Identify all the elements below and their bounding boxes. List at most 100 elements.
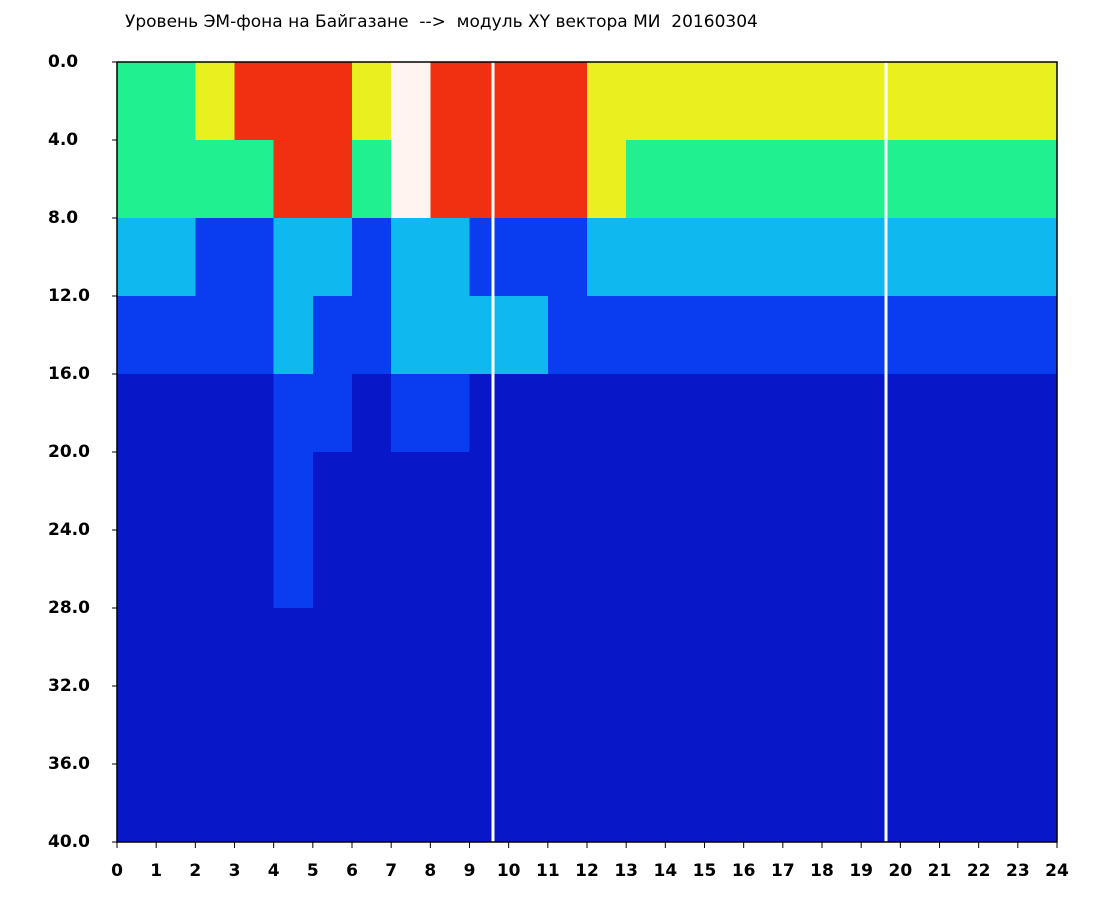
heat-cell bbox=[430, 296, 470, 375]
heat-cell bbox=[782, 686, 823, 765]
heat-cell bbox=[352, 530, 392, 609]
heat-cell bbox=[156, 62, 196, 141]
heat-cell bbox=[626, 686, 666, 765]
x-tick-label: 2 bbox=[189, 861, 201, 881]
heat-cell bbox=[352, 62, 392, 141]
heat-cell bbox=[978, 608, 1019, 687]
heat-cell bbox=[822, 452, 862, 531]
heat-cell bbox=[822, 608, 862, 687]
heat-cell bbox=[939, 374, 980, 453]
heat-cell bbox=[978, 530, 1019, 609]
heat-cell bbox=[117, 296, 157, 375]
heat-cell bbox=[156, 764, 196, 843]
heat-cell bbox=[352, 218, 392, 297]
heat-cell bbox=[195, 140, 235, 219]
heat-cell bbox=[430, 452, 470, 531]
heat-cell bbox=[900, 764, 940, 843]
heat-cell bbox=[273, 218, 314, 297]
heatmap bbox=[117, 62, 1058, 843]
heat-cell bbox=[430, 140, 470, 219]
heat-cell bbox=[743, 62, 784, 141]
heat-cell bbox=[782, 374, 823, 453]
x-tick-label: 16 bbox=[732, 861, 756, 881]
heat-cell bbox=[469, 452, 510, 531]
heat-cell bbox=[665, 452, 705, 531]
x-tick-label: 5 bbox=[307, 861, 319, 881]
heat-cell bbox=[782, 452, 823, 531]
heat-cell bbox=[391, 530, 431, 609]
heat-cell bbox=[156, 686, 196, 765]
x-tick-label: 22 bbox=[967, 861, 991, 881]
heat-cell bbox=[312, 764, 353, 843]
heat-cell bbox=[430, 218, 470, 297]
heat-cell bbox=[743, 764, 784, 843]
heat-cell bbox=[312, 452, 353, 531]
heat-cell bbox=[312, 686, 353, 765]
heat-cell bbox=[822, 374, 862, 453]
heat-cell bbox=[312, 140, 353, 219]
heat-cell bbox=[978, 764, 1019, 843]
y-tick-label: 8.0 bbox=[48, 208, 78, 228]
heat-cell bbox=[547, 530, 588, 609]
heat-cell bbox=[508, 62, 549, 141]
y-tick-label: 16.0 bbox=[48, 364, 90, 384]
x-tick-label: 24 bbox=[1045, 861, 1069, 881]
heat-cell bbox=[156, 296, 196, 375]
heat-cell bbox=[508, 530, 549, 609]
heat-cell bbox=[861, 374, 901, 453]
heat-cell bbox=[978, 62, 1019, 141]
heat-cell bbox=[665, 374, 705, 453]
heat-cell bbox=[900, 452, 940, 531]
heat-cell bbox=[156, 530, 196, 609]
heat-cell bbox=[117, 218, 157, 297]
heat-cell bbox=[587, 374, 627, 453]
heat-cell bbox=[508, 296, 549, 375]
heat-cell bbox=[861, 608, 901, 687]
heat-cell bbox=[1017, 686, 1058, 765]
heat-cell bbox=[391, 140, 431, 219]
heat-cell bbox=[939, 218, 980, 297]
heat-cell bbox=[900, 608, 940, 687]
heat-cell bbox=[117, 140, 157, 219]
heat-cell bbox=[469, 530, 510, 609]
heat-cell bbox=[469, 764, 510, 843]
heat-cell bbox=[547, 62, 588, 141]
heat-cell bbox=[430, 686, 470, 765]
heat-cell bbox=[273, 452, 314, 531]
chart-title: Уровень ЭМ-фона на Байгазане --> модуль … bbox=[125, 12, 758, 32]
heat-cell bbox=[587, 218, 627, 297]
heat-cell bbox=[704, 218, 745, 297]
x-tick-label: 13 bbox=[614, 861, 638, 881]
heat-cell bbox=[978, 296, 1019, 375]
x-tick-label: 19 bbox=[849, 861, 873, 881]
heat-cell bbox=[626, 530, 666, 609]
heat-cell bbox=[861, 452, 901, 531]
heat-cell bbox=[704, 764, 745, 843]
heat-cell bbox=[587, 530, 627, 609]
heat-cell bbox=[939, 452, 980, 531]
x-tick-label: 6 bbox=[346, 861, 358, 881]
heat-cell bbox=[900, 530, 940, 609]
heat-cell bbox=[587, 140, 627, 219]
heat-cell bbox=[665, 686, 705, 765]
heat-cell bbox=[743, 686, 784, 765]
heat-cell bbox=[704, 140, 745, 219]
y-tick-label: 0.0 bbox=[48, 52, 78, 72]
heat-cell bbox=[352, 374, 392, 453]
heat-cell bbox=[1017, 140, 1058, 219]
heat-cell bbox=[508, 686, 549, 765]
heat-cell bbox=[117, 608, 157, 687]
x-tick-label: 23 bbox=[1006, 861, 1030, 881]
heat-cell bbox=[547, 608, 588, 687]
heat-cell bbox=[273, 608, 314, 687]
heat-cell bbox=[156, 608, 196, 687]
heat-cell bbox=[234, 296, 275, 375]
heat-cell bbox=[195, 452, 235, 531]
heat-cell bbox=[352, 452, 392, 531]
heat-cell bbox=[469, 140, 510, 219]
heat-cell bbox=[587, 62, 627, 141]
heat-cell bbox=[939, 140, 980, 219]
heat-cell bbox=[430, 530, 470, 609]
heat-cell bbox=[273, 530, 314, 609]
heat-cell bbox=[195, 62, 235, 141]
